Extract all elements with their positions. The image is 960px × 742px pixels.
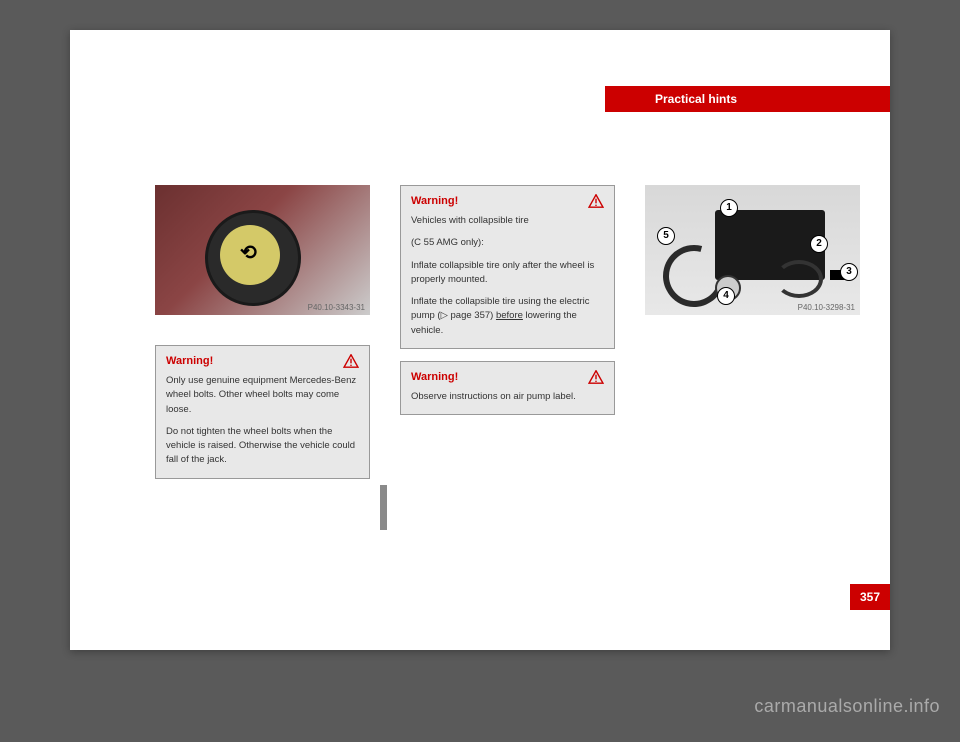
section-header: Practical hints <box>605 86 890 112</box>
watermark-text: carmanualsonline.info <box>754 696 940 717</box>
callout-3: 3 <box>840 263 858 281</box>
rotation-arrow-icon: ⟲ <box>240 240 257 265</box>
air-pump-illustration: 1 2 3 4 5 P40.10-3298-31 <box>645 185 860 315</box>
column-2: Warning! Vehicles with collapsible tire … <box>400 185 615 491</box>
section-title: Practical hints <box>655 92 737 106</box>
image-ref-label: P40.10-3298-31 <box>798 303 855 312</box>
content-columns: ⟲ P40.10-3343-31 Warning! Only use genui… <box>155 185 855 491</box>
callout-1: 1 <box>720 199 738 217</box>
warning-text: Do not tighten the wheel bolts when the … <box>166 425 359 468</box>
warning-box-pump-label: Warning! Observe instructions on air pum… <box>400 361 615 415</box>
warning-triangle-icon <box>588 194 604 208</box>
warning-title: Warning! <box>166 355 213 367</box>
warning-header: Warning! <box>401 362 614 388</box>
warning-triangle-icon <box>343 354 359 368</box>
warning-text: Vehicles with collapsible tire <box>411 214 604 228</box>
warning-text: Inflate the collapsible tire using the e… <box>411 295 604 338</box>
warning-header: Warning! <box>156 346 369 372</box>
callout-2: 2 <box>810 235 828 253</box>
warning-text: Only use genuine equipment Mercedes-Benz… <box>166 374 359 417</box>
warning-title: Warning! <box>411 195 458 207</box>
warning-body: Vehicles with collapsible tire (C 55 AMG… <box>401 212 614 348</box>
warning-title: Warning! <box>411 371 458 383</box>
image-ref-label: P40.10-3343-31 <box>308 303 365 312</box>
pump-cord-shape <box>775 260 823 298</box>
warning-text: Inflate collapsible tire only after the … <box>411 259 604 288</box>
warning-text: (C 55 AMG only): <box>411 236 604 250</box>
warning-body: Observe instructions on air pump label. <box>401 388 614 414</box>
warning-body: Only use genuine equipment Mercedes-Benz… <box>156 372 369 478</box>
column-3: 1 2 3 4 5 P40.10-3298-31 <box>645 185 860 491</box>
warning-box-collapsible: Warning! Vehicles with collapsible tire … <box>400 185 615 349</box>
column-divider-tab <box>380 485 387 530</box>
warning-text: Observe instructions on air pump label. <box>411 390 604 404</box>
callout-5: 5 <box>657 227 675 245</box>
column-1: ⟲ P40.10-3343-31 Warning! Only use genui… <box>155 185 370 491</box>
warning-triangle-icon <box>588 370 604 384</box>
page-number: 357 <box>860 590 880 604</box>
tire-mount-illustration: ⟲ P40.10-3343-31 <box>155 185 370 315</box>
warning-header: Warning! <box>401 186 614 212</box>
manual-page: Practical hints ⟲ P40.10-3343-31 Warning… <box>70 30 890 650</box>
page-number-badge: 357 <box>850 584 890 610</box>
warning-box-bolts: Warning! Only use genuine equipment Merc… <box>155 345 370 479</box>
callout-4: 4 <box>717 287 735 305</box>
